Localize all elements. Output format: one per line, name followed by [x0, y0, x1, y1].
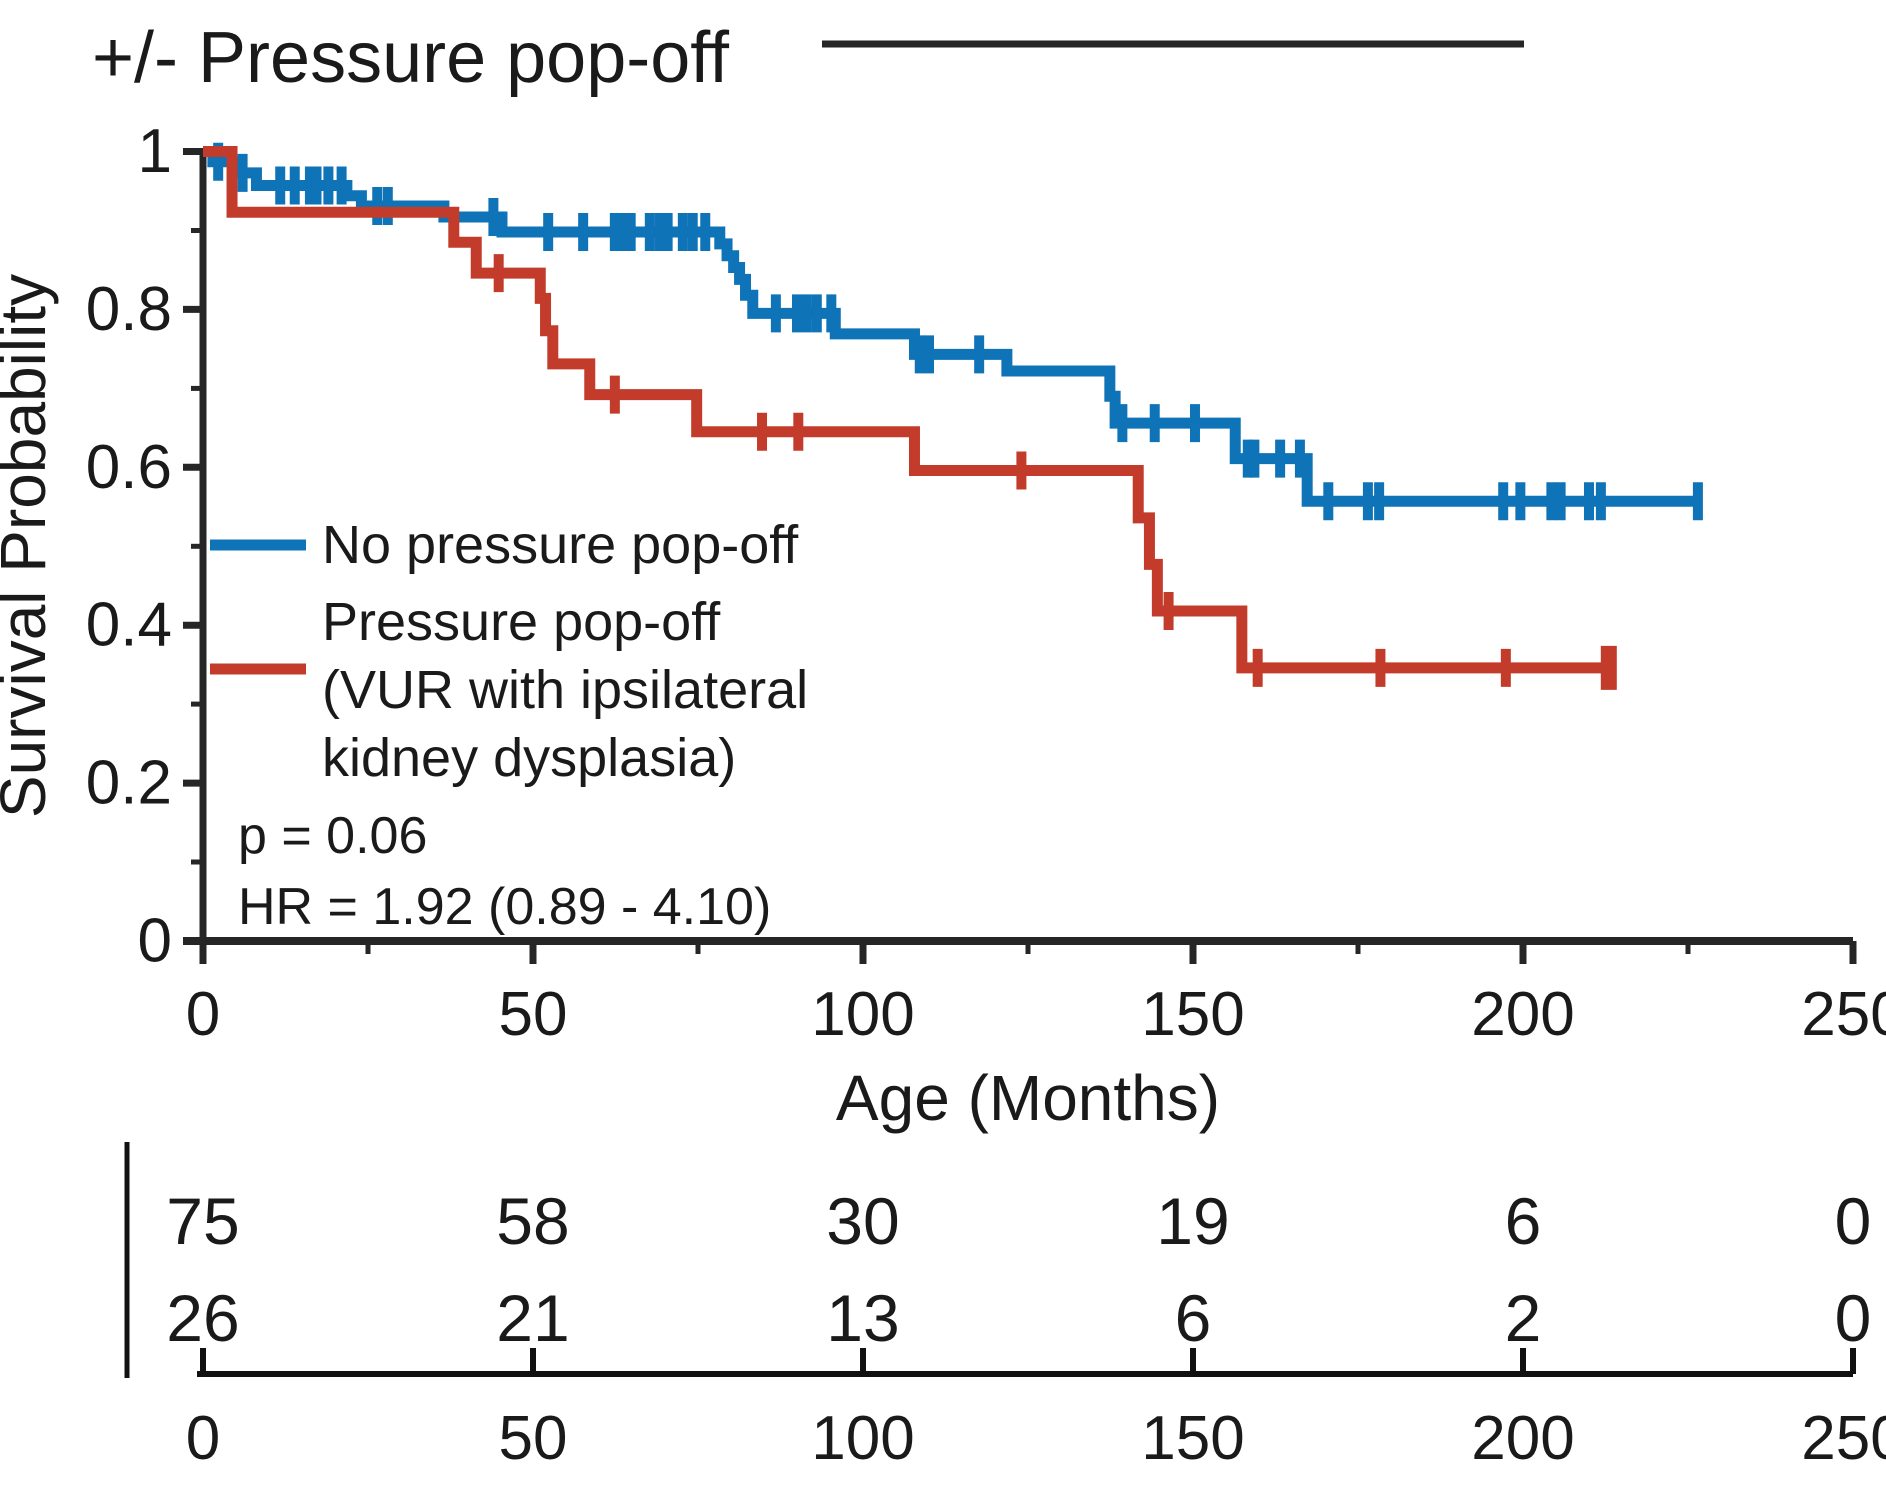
risk-table: 75 58 30 19 6 0 26 21 13 6 2 0 0 50 100 — [124, 1142, 1886, 1473]
svg-text:58: 58 — [496, 1184, 569, 1258]
svg-text:13: 13 — [826, 1281, 899, 1355]
survival-curves-layer — [203, 142, 1703, 690]
svg-text:1: 1 — [138, 117, 172, 186]
legend-label-popoff-line1: Pressure pop-off — [322, 592, 721, 652]
x-axis-title: Age (Months) — [836, 1062, 1220, 1134]
y-minor-ticks — [191, 228, 203, 865]
svg-text:100: 100 — [811, 1404, 914, 1473]
svg-text:200: 200 — [1471, 1404, 1574, 1473]
svg-text:0.4: 0.4 — [86, 591, 172, 660]
svg-text:250: 250 — [1801, 1404, 1886, 1473]
km-step-line — [203, 146, 1609, 674]
stats-annotation: p = 0.06 HR = 1.92 (0.89 - 4.10) — [238, 807, 771, 936]
legend-label-popoff-line2: (VUR with ipsilateral — [322, 660, 808, 720]
x-major-ticks — [199, 941, 1857, 964]
svg-text:0: 0 — [1835, 1281, 1872, 1355]
svg-text:21: 21 — [496, 1281, 569, 1355]
svg-text:19: 19 — [1156, 1184, 1229, 1258]
svg-text:200: 200 — [1471, 980, 1574, 1049]
legend: No pressure pop-off Pressure pop-off (VU… — [210, 515, 808, 788]
risk-row-popoff: 26 21 13 6 2 0 — [166, 1281, 1871, 1355]
svg-text:6: 6 — [1505, 1184, 1542, 1258]
survival-curve-no-popoff — [203, 142, 1703, 521]
legend-label-popoff-line3: kidney dysplasia) — [322, 728, 736, 788]
risk-axis-labels: 0 50 100 150 200 250 — [186, 1404, 1886, 1473]
svg-text:150: 150 — [1141, 980, 1244, 1049]
y-tick-labels: 1 0.8 0.6 0.4 0.2 0 — [86, 117, 172, 976]
figure-title: +/- Pressure pop-off — [92, 18, 730, 98]
svg-text:30: 30 — [826, 1184, 899, 1258]
km-step-line — [203, 146, 1698, 507]
svg-text:0.2: 0.2 — [86, 749, 172, 818]
svg-text:6: 6 — [1175, 1281, 1212, 1355]
svg-text:75: 75 — [166, 1184, 239, 1258]
hazard-ratio-text: HR = 1.92 (0.89 - 4.10) — [238, 878, 771, 936]
svg-text:50: 50 — [499, 980, 568, 1049]
svg-text:0: 0 — [1835, 1184, 1872, 1258]
p-value-text: p = 0.06 — [238, 807, 427, 865]
y-axis-title: Survival Probability — [0, 274, 59, 818]
survival-curve-popoff — [203, 146, 1617, 690]
svg-text:0.8: 0.8 — [86, 275, 172, 344]
risk-row-no-popoff: 75 58 30 19 6 0 — [166, 1184, 1871, 1258]
svg-text:150: 150 — [1141, 1404, 1244, 1473]
svg-text:0: 0 — [186, 980, 220, 1049]
x-tick-labels: 0 50 100 150 200 250 — [186, 980, 1886, 1049]
legend-label-no-popoff: No pressure pop-off — [322, 515, 799, 575]
svg-text:2: 2 — [1505, 1281, 1542, 1355]
svg-text:100: 100 — [811, 980, 914, 1049]
svg-text:0.6: 0.6 — [86, 433, 172, 502]
x-minor-ticks — [365, 941, 1691, 954]
svg-text:250: 250 — [1801, 980, 1886, 1049]
svg-text:0: 0 — [186, 1404, 220, 1473]
risk-axis-ticks — [200, 1348, 1856, 1374]
y-major-ticks — [183, 148, 203, 945]
svg-text:50: 50 — [499, 1404, 568, 1473]
svg-text:0: 0 — [138, 907, 172, 976]
svg-text:26: 26 — [166, 1281, 239, 1355]
